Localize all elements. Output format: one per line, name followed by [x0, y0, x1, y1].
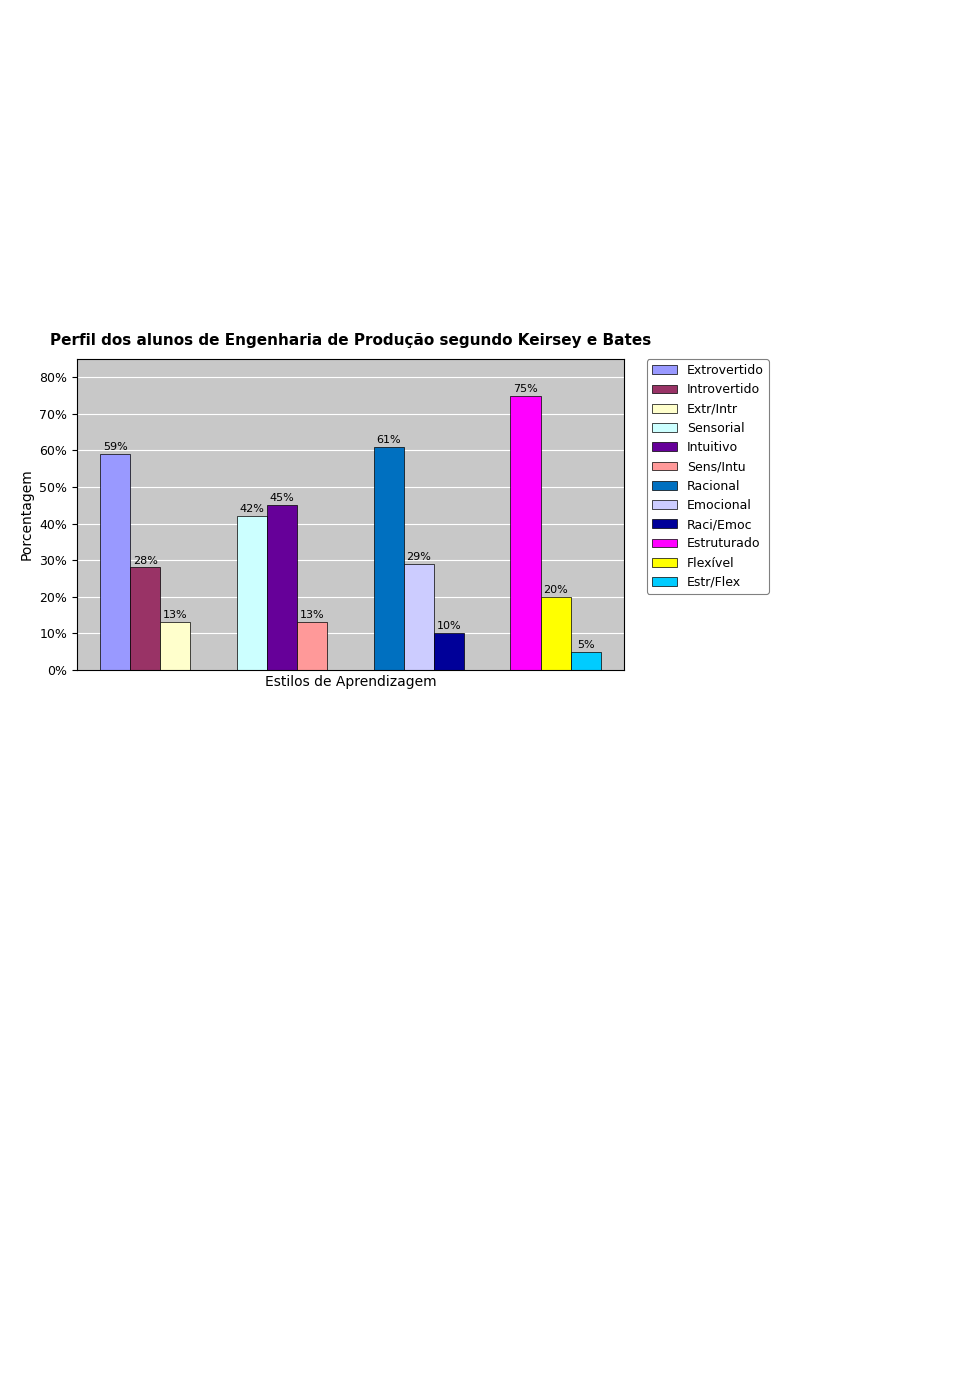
X-axis label: Estilos de Aprendizagem: Estilos de Aprendizagem [265, 675, 436, 689]
Bar [570, 652, 601, 670]
Bar [404, 563, 434, 670]
Bar [100, 454, 131, 670]
Text: 28%: 28% [132, 555, 157, 566]
Bar [434, 634, 464, 670]
Bar [511, 395, 540, 670]
Bar [373, 447, 404, 670]
Text: 61%: 61% [376, 435, 401, 445]
Text: 59%: 59% [103, 442, 128, 453]
Text: 75%: 75% [514, 384, 538, 394]
Text: 13%: 13% [163, 610, 187, 620]
Bar [160, 623, 190, 670]
Text: 20%: 20% [543, 584, 568, 595]
Bar [131, 568, 160, 670]
Bar [237, 516, 267, 670]
Text: 45%: 45% [270, 493, 295, 504]
Legend: Extrovertido, Introvertido, Extr/Intr, Sensorial, Intuitivo, Sens/Intu, Racional: Extrovertido, Introvertido, Extr/Intr, S… [647, 359, 769, 594]
Text: 13%: 13% [300, 610, 324, 620]
Y-axis label: Porcentagem: Porcentagem [19, 468, 34, 561]
Text: 29%: 29% [406, 552, 431, 562]
Bar [267, 505, 297, 670]
Title: Perfil dos alunos de Engenharia de Produção segundo Keirsey e Bates: Perfil dos alunos de Engenharia de Produ… [50, 333, 651, 348]
Bar [540, 597, 570, 670]
Text: 42%: 42% [239, 504, 264, 515]
Text: 10%: 10% [437, 621, 461, 631]
Bar [297, 623, 327, 670]
Text: 5%: 5% [577, 639, 594, 649]
